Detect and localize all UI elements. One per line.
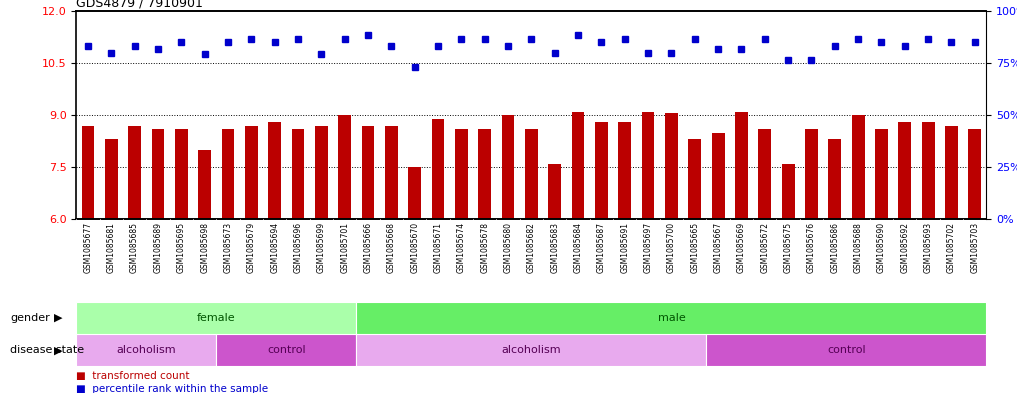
Text: GSM1085687: GSM1085687 [597,222,606,273]
Text: GSM1085697: GSM1085697 [644,222,653,273]
Bar [245,126,257,219]
Text: GSM1085679: GSM1085679 [247,222,256,273]
Bar [642,112,655,219]
Bar [968,129,981,219]
Text: GSM1085671: GSM1085671 [433,222,442,273]
Bar [707,334,986,366]
Text: GSM1085684: GSM1085684 [574,222,583,273]
Text: GSM1085699: GSM1085699 [317,222,325,273]
Text: GSM1085673: GSM1085673 [224,222,233,273]
Bar [76,334,217,366]
Bar [665,114,678,219]
Text: GSM1085666: GSM1085666 [363,222,372,273]
Bar [572,112,585,219]
Text: GSM1085672: GSM1085672 [761,222,769,273]
Text: GSM1085678: GSM1085678 [480,222,489,273]
Bar [478,129,491,219]
Text: GSM1085675: GSM1085675 [784,222,792,273]
Bar [782,164,794,219]
Text: GSM1085665: GSM1085665 [691,222,700,273]
Bar [356,334,707,366]
Bar [805,129,818,219]
Bar [339,115,351,219]
Text: GSM1085702: GSM1085702 [947,222,956,273]
Bar [128,126,141,219]
Bar [759,129,771,219]
Text: GSM1085694: GSM1085694 [271,222,279,273]
Text: GSM1085683: GSM1085683 [550,222,559,273]
Bar [735,112,747,219]
Text: GSM1085689: GSM1085689 [154,222,163,273]
Bar [921,122,935,219]
Bar [431,119,444,219]
Text: ▶: ▶ [54,345,62,355]
Text: GSM1085669: GSM1085669 [737,222,745,273]
Bar [292,129,304,219]
Bar [548,164,561,219]
Text: GSM1085668: GSM1085668 [386,222,396,273]
Text: female: female [197,313,236,323]
Text: GSM1085686: GSM1085686 [830,222,839,273]
Text: GSM1085674: GSM1085674 [457,222,466,273]
Text: GSM1085695: GSM1085695 [177,222,186,273]
Bar [105,140,118,219]
Text: alcoholism: alcoholism [501,345,561,355]
Bar [217,334,356,366]
Bar [501,115,515,219]
Bar [81,126,95,219]
Text: GSM1085676: GSM1085676 [806,222,816,273]
Bar [618,122,632,219]
Text: ■  transformed count: ■ transformed count [76,371,190,382]
Text: GSM1085688: GSM1085688 [853,222,862,273]
Text: GSM1085696: GSM1085696 [294,222,302,273]
Text: gender: gender [10,313,50,323]
Bar [175,129,188,219]
Text: GSM1085701: GSM1085701 [340,222,349,273]
Text: disease state: disease state [10,345,84,355]
Bar [595,122,608,219]
Text: GSM1085700: GSM1085700 [667,222,676,273]
Text: GSM1085682: GSM1085682 [527,222,536,273]
Bar [384,126,398,219]
Bar [152,129,165,219]
Bar [712,132,724,219]
Text: GSM1085685: GSM1085685 [130,222,139,273]
Bar [408,167,421,219]
Text: GSM1085680: GSM1085680 [503,222,513,273]
Bar [898,122,911,219]
Text: GSM1085677: GSM1085677 [83,222,93,273]
Text: ▶: ▶ [54,313,62,323]
Bar [829,140,841,219]
Text: GSM1085690: GSM1085690 [877,222,886,273]
Text: GSM1085698: GSM1085698 [200,222,210,273]
Text: GSM1085670: GSM1085670 [410,222,419,273]
Text: GSM1085693: GSM1085693 [923,222,933,273]
Bar [525,129,538,219]
Text: alcoholism: alcoholism [117,345,176,355]
Text: GSM1085667: GSM1085667 [714,222,723,273]
Text: control: control [267,345,306,355]
Text: GSM1085692: GSM1085692 [900,222,909,273]
Bar [851,115,864,219]
Bar [362,126,374,219]
Bar [76,302,356,334]
Text: ■  percentile rank within the sample: ■ percentile rank within the sample [76,384,268,393]
Text: GDS4879 / 7910901: GDS4879 / 7910901 [76,0,203,10]
Bar [315,126,327,219]
Bar [356,302,986,334]
Text: GSM1085691: GSM1085691 [620,222,630,273]
Bar [875,129,888,219]
Text: control: control [827,345,865,355]
Text: GSM1085703: GSM1085703 [970,222,979,273]
Bar [945,126,958,219]
Text: male: male [658,313,685,323]
Bar [268,122,281,219]
Bar [689,140,701,219]
Text: GSM1085681: GSM1085681 [107,222,116,273]
Bar [455,129,468,219]
Bar [198,150,212,219]
Bar [222,129,234,219]
